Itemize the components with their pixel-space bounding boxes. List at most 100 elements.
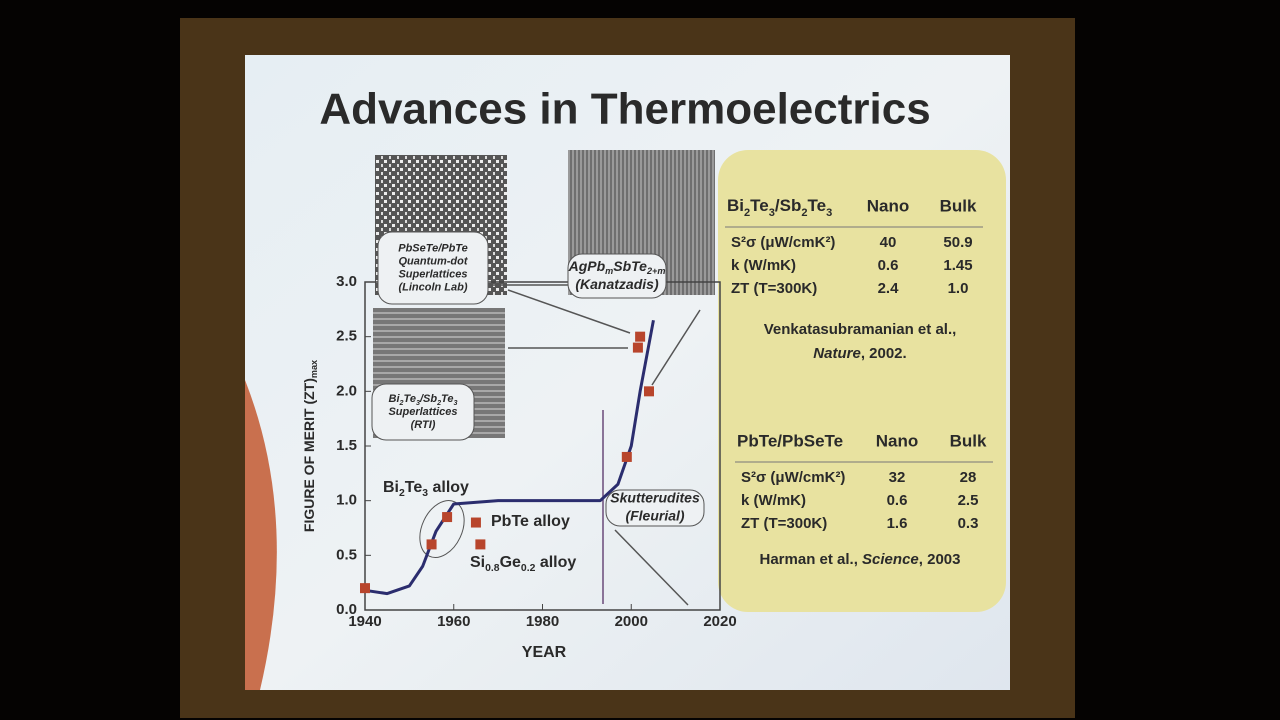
y-tick-label: 0.5 xyxy=(336,546,357,563)
callout-text: Skutterudites xyxy=(610,490,700,506)
text-part: SbTe xyxy=(613,258,647,274)
table-header: Bi2Te3/Sb2Te3 xyxy=(727,196,832,218)
data-point xyxy=(475,539,486,550)
data-point xyxy=(360,583,370,594)
text-part: max xyxy=(309,360,319,378)
table-header: PbTe/PbSeTe xyxy=(737,431,843,450)
text-part: , 2002. xyxy=(861,345,907,362)
table-panel xyxy=(718,150,1006,612)
data-point xyxy=(632,342,643,353)
x-tick-label: 2000 xyxy=(615,613,648,630)
text-part: 3 xyxy=(422,488,428,499)
callout-text: (Fleurial) xyxy=(625,508,684,524)
x-tick-label: 2020 xyxy=(703,613,736,630)
callout-text: Quantum-dot xyxy=(398,255,468,267)
table-cell: 2.5 xyxy=(958,492,979,509)
text-part: 2 xyxy=(399,488,405,499)
text-part: Te xyxy=(808,196,827,215)
x-tick-label: 1960 xyxy=(437,613,470,630)
text-part: 2 xyxy=(801,207,807,219)
table-header: Bulk xyxy=(940,196,977,215)
citation: Venkatasubramanian et al., xyxy=(764,321,957,338)
table-cell: ZT (T=300K) xyxy=(731,280,817,297)
table-cell: 40 xyxy=(880,234,897,251)
text-part: 2 xyxy=(399,399,404,407)
text-part: Nature xyxy=(813,345,861,362)
data-point xyxy=(635,331,646,342)
trend-curve xyxy=(364,319,655,596)
x-tick-label: 1940 xyxy=(348,613,381,630)
slide-title: Advances in Thermoelectrics xyxy=(319,85,930,134)
text-part: PbTe alloy xyxy=(491,513,570,530)
citation: Harman et al., Science, 2003 xyxy=(760,551,961,568)
y-tick-label: 3.0 xyxy=(336,273,357,290)
text-part: 2 xyxy=(436,399,441,407)
callout-box xyxy=(567,253,667,299)
table-cell: 1.45 xyxy=(943,257,972,274)
callout-text: PbSeTe/PbTe xyxy=(398,242,467,254)
text-part: alloy xyxy=(428,479,469,496)
callout-text: Superlattices xyxy=(398,268,467,280)
callout-text: AgPbmSbTe2+m xyxy=(568,258,666,277)
annotation: PbTe alloy xyxy=(491,513,570,530)
data-point xyxy=(470,517,481,528)
data-point xyxy=(442,512,453,523)
citation: Venkatasubramanian et al.,Nature, 2002. xyxy=(813,345,906,362)
callout-box xyxy=(377,231,489,305)
table-cell: 1.0 xyxy=(948,280,969,297)
arrows xyxy=(488,284,701,606)
text-part: 2 xyxy=(744,207,750,219)
callout-text: (Kanatzadis) xyxy=(575,276,659,292)
text-part: 3 xyxy=(453,399,457,407)
text-part: Bi xyxy=(383,479,399,496)
text-part: 3 xyxy=(416,399,420,407)
text-part: Superlattices xyxy=(388,406,457,418)
y-tick-label: 0.0 xyxy=(336,601,357,618)
data-point xyxy=(621,451,632,462)
text-part: Harman et al., xyxy=(760,551,863,568)
table-cell: 2.4 xyxy=(878,280,900,297)
x-tick-label: 1980 xyxy=(526,613,559,630)
callout-box xyxy=(605,489,705,527)
text-part: 0.2 xyxy=(521,563,536,574)
data-point xyxy=(426,539,437,550)
data-point xyxy=(644,386,654,397)
text-part: 3 xyxy=(826,207,832,219)
text-part: Te xyxy=(404,393,416,405)
highlight-ellipse xyxy=(419,500,465,558)
table-cell: k (W/mK) xyxy=(741,492,806,509)
text-part: /Sb xyxy=(419,393,437,405)
y-tick-label: 1.5 xyxy=(336,437,357,454)
text-part: AgPb xyxy=(568,258,606,274)
text-part: Bi xyxy=(727,196,744,215)
logo-arc xyxy=(245,380,277,690)
callout-box xyxy=(371,383,475,441)
text-part: /Sb xyxy=(775,196,801,215)
table-cell: 0.3 xyxy=(958,515,979,532)
table-cell: 1.6 xyxy=(887,515,908,532)
text-part: Te xyxy=(405,479,423,496)
annotation: Bi2Te3 alloy xyxy=(383,479,469,499)
text-part: Ge xyxy=(500,554,521,571)
table-cell: S²σ (μW/cmK²) xyxy=(741,469,845,486)
text-part: Te xyxy=(441,393,453,405)
table-cell: S²σ (μW/cmK²) xyxy=(731,234,835,251)
text-part: Science xyxy=(862,551,919,568)
y-tick-label: 2.5 xyxy=(336,328,357,345)
text-part: (Kanatzadis) xyxy=(575,276,659,292)
table-header: Nano xyxy=(867,196,910,215)
y-axis-label: FIGURE OF MERIT (ZT)max xyxy=(301,360,320,532)
text-part: 3 xyxy=(769,207,775,219)
text-part: m xyxy=(605,266,613,276)
text-part: alloy xyxy=(535,554,576,571)
text-part: Bi xyxy=(389,393,401,405)
y-tick-label: 2.0 xyxy=(336,382,357,399)
table-cell: 32 xyxy=(889,469,906,486)
text-part: (RTI) xyxy=(411,419,436,431)
table-cell: 0.6 xyxy=(887,492,908,509)
callout-text: Superlattices xyxy=(388,406,457,418)
table-cell: k (W/mK) xyxy=(731,257,796,274)
text-part: Te xyxy=(750,196,769,215)
callout-text: (Lincoln Lab) xyxy=(398,281,467,293)
